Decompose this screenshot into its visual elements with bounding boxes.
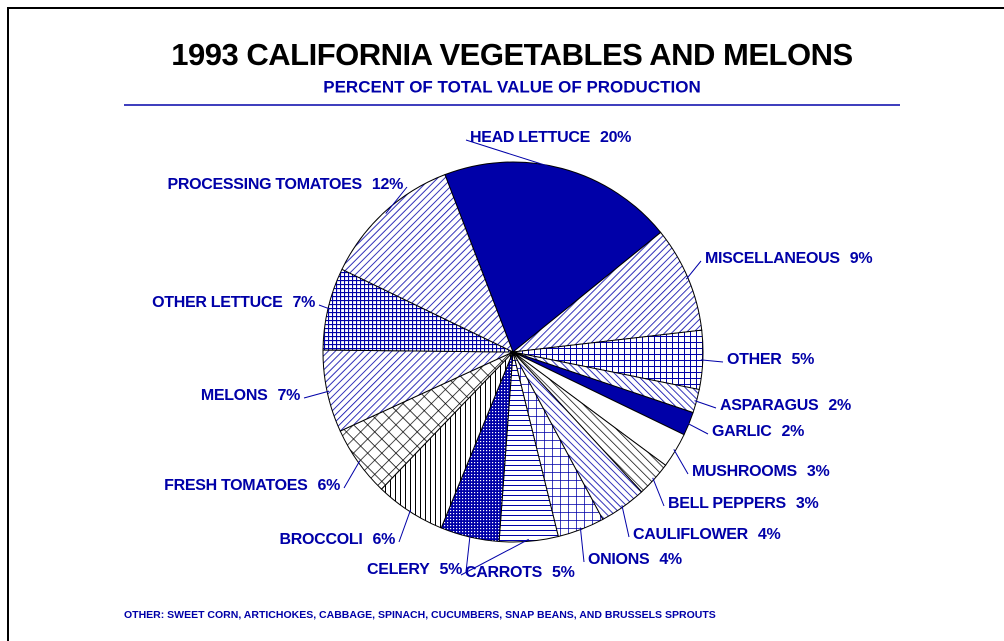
category-label: FRESH TOMATOES (164, 477, 308, 494)
category-label: ASPARAGUS (720, 397, 819, 414)
value-label: 5% (439, 561, 462, 578)
slice-label: GARLIC 2% (712, 423, 804, 440)
slice-label: FRESH TOMATOES 6% (164, 477, 340, 494)
category-label: ONIONS (588, 551, 650, 568)
category-label: BROCCOLI (280, 531, 363, 548)
slice-label: ASPARAGUS 2% (720, 397, 851, 414)
category-label: HEAD LETTUCE (470, 129, 591, 146)
leader-line (465, 139, 562, 171)
leader-line (686, 422, 709, 435)
value-label: 3% (807, 463, 830, 480)
value-label: 9% (850, 250, 873, 267)
leader-line (318, 304, 331, 310)
category-label: OTHER LETTUCE (152, 294, 283, 311)
slice-label: MISCELLANEOUS 9% (705, 250, 872, 267)
slice-label: MELONS 7% (201, 387, 300, 404)
slice-label: PROCESSING TOMATOES 12% (168, 176, 404, 193)
value-label: 4% (758, 526, 781, 543)
value-label: 12% (372, 176, 403, 193)
category-label: BELL PEPPERS (668, 495, 787, 512)
leader-line (652, 477, 665, 507)
value-label: 2% (782, 423, 805, 440)
pie-slice (444, 161, 662, 353)
slice-label: OTHER LETTUCE 7% (152, 294, 315, 311)
leader-line (700, 359, 724, 363)
leader-line (303, 390, 330, 399)
leader-line (685, 260, 702, 280)
leader-line (579, 527, 585, 563)
category-label: GARLIC (712, 423, 772, 440)
leader-line (343, 460, 361, 489)
value-label: 6% (372, 531, 395, 548)
value-label: 6% (317, 477, 340, 494)
category-label: MISCELLANEOUS (705, 250, 840, 267)
slice-label: HEAD LETTUCE 20% (470, 129, 631, 146)
footnote: OTHER: SWEET CORN, ARTICHOKES, CABBAGE, … (124, 609, 716, 621)
slice-label: CAULIFLOWER 4% (633, 526, 781, 543)
value-label: 3% (796, 495, 819, 512)
leader-line (460, 538, 529, 576)
value-label: 7% (292, 294, 315, 311)
chart-subtitle: PERCENT OF TOTAL VALUE OF PRODUCTION (323, 77, 700, 96)
category-label: OTHER (727, 351, 782, 368)
value-label: 5% (552, 564, 575, 581)
slice-label: ONIONS 4% (588, 551, 682, 568)
leader-line (398, 509, 412, 543)
slice-label: MUSHROOMS 3% (692, 463, 829, 480)
leader-line (621, 505, 630, 538)
value-label: 7% (277, 387, 300, 404)
category-label: MUSHROOMS (692, 463, 797, 480)
slice-label: CARROTS 5% (465, 564, 575, 581)
value-label: 20% (600, 129, 631, 146)
slice-label: OTHER 5% (727, 351, 814, 368)
value-label: 2% (828, 397, 851, 414)
leader-line (694, 400, 717, 409)
leader-line (465, 534, 471, 573)
pie-slice (341, 173, 514, 353)
pie-slice (511, 231, 703, 353)
category-label: CARROTS (465, 564, 543, 581)
value-label: 5% (792, 351, 815, 368)
slice-label: BROCCOLI 6% (280, 531, 396, 548)
leader-line (673, 449, 689, 475)
category-label: MELONS (201, 387, 268, 404)
frame (7, 7, 1004, 641)
leader-line (385, 186, 408, 214)
category-label: CAULIFLOWER (633, 526, 749, 543)
category-label: PROCESSING TOMATOES (168, 176, 363, 193)
slice-label: BELL PEPPERS 3% (668, 495, 819, 512)
slice-label: CELERY 5% (367, 561, 462, 578)
category-label: CELERY (367, 561, 430, 578)
value-label: 4% (659, 551, 682, 568)
chart-title: 1993 CALIFORNIA VEGETABLES AND MELONS (171, 37, 852, 72)
